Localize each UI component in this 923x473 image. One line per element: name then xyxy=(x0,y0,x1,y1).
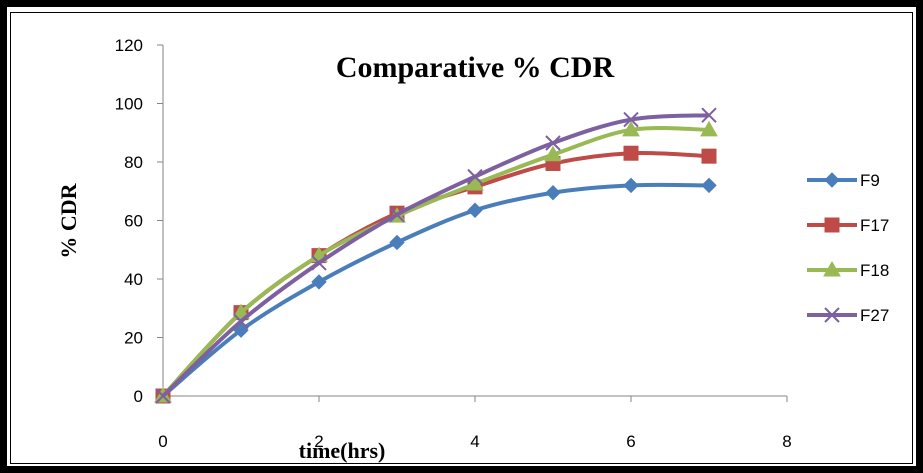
data-point-F27 xyxy=(701,107,717,123)
data-point-F27-shape xyxy=(155,388,171,404)
legend-item-F18: F18 xyxy=(807,260,889,280)
data-point-F27 xyxy=(155,388,171,404)
data-point-F27-shape xyxy=(545,135,561,151)
x-tick-label: 4 xyxy=(470,432,479,451)
x-tick-label: 6 xyxy=(626,432,635,451)
data-point-F9 xyxy=(623,177,639,194)
legend-marker-F27 xyxy=(824,307,840,323)
y-tick-label: 0 xyxy=(134,387,143,406)
data-point-F27-shape xyxy=(623,111,639,128)
y-tick-label: 100 xyxy=(115,95,143,114)
data-point-F9 xyxy=(701,177,717,194)
data-point-F9 xyxy=(389,234,405,251)
series-F18 xyxy=(154,120,718,403)
data-point-F9 xyxy=(311,274,327,290)
data-point-F9 xyxy=(467,202,483,218)
legend-item-F17: F17 xyxy=(807,216,889,235)
data-point-F18-shape xyxy=(232,303,250,320)
series-line-F9 xyxy=(161,182,710,398)
data-point-F18 xyxy=(544,145,562,162)
y-tick-label: 80 xyxy=(124,153,143,172)
legend-marker-F18 xyxy=(823,260,841,277)
data-point-F18-shape xyxy=(622,120,640,137)
x-tick-label: 8 xyxy=(782,432,791,451)
legend-marker-F18-shape xyxy=(823,260,841,277)
x-axis-title: time(hrs) xyxy=(299,438,386,463)
series-line-F17 xyxy=(161,150,710,398)
legend: F9 F17 F18 F27 xyxy=(807,171,889,325)
data-point-F17 xyxy=(623,145,639,161)
data-point-F17 xyxy=(701,148,717,164)
series-F27 xyxy=(155,107,717,404)
data-point-F18 xyxy=(232,303,250,320)
x-tick-label: 0 xyxy=(158,432,167,451)
legend-marker-F27-shape xyxy=(824,307,840,323)
data-point-F27-shape xyxy=(311,255,327,271)
legend-marker-F9 xyxy=(824,172,840,188)
x-tick-label: 2 xyxy=(314,432,323,451)
data-point-F18 xyxy=(622,120,640,137)
data-point-F18-shape xyxy=(700,120,718,137)
data-point-F27 xyxy=(623,111,639,128)
data-point-F27-shape xyxy=(467,168,483,185)
data-point-F27 xyxy=(545,135,561,151)
y-axis-title: % CDR xyxy=(56,182,81,258)
data-point-F27 xyxy=(233,313,249,330)
y-tick-label: 60 xyxy=(124,212,143,231)
legend-label-F27: F27 xyxy=(860,306,889,325)
data-point-F27-shape xyxy=(701,107,717,123)
data-point-F18 xyxy=(700,120,718,137)
data-point-F18-shape xyxy=(466,174,484,191)
legend-marker-F9-shape xyxy=(824,172,840,188)
series-layer xyxy=(154,107,718,404)
data-point-F9-shape xyxy=(545,185,561,201)
legend-marker-F17-shape xyxy=(824,217,840,233)
data-point-F27-shape xyxy=(233,313,249,330)
data-point-F27 xyxy=(311,255,327,271)
chart-title: Comparative % CDR xyxy=(336,51,615,84)
y-tick-label: 40 xyxy=(124,270,143,289)
y-tick-label: 20 xyxy=(124,329,143,348)
data-point-F9-shape xyxy=(467,202,483,218)
legend-item-F27: F27 xyxy=(807,306,889,325)
axes: 0 20 40 60 80 100 120 0 2 4 6 8 xyxy=(115,36,792,451)
data-point-F17-shape xyxy=(701,148,717,164)
legend-label-F17: F17 xyxy=(860,216,889,235)
data-point-F27 xyxy=(467,168,483,185)
series-F9 xyxy=(155,177,717,404)
data-point-F17-shape xyxy=(623,145,639,161)
y-tick-label: 120 xyxy=(115,36,143,55)
data-point-F18-shape xyxy=(544,145,562,162)
data-point-F27 xyxy=(389,206,405,223)
legend-marker-F17 xyxy=(824,217,840,233)
data-point-F9-shape xyxy=(701,177,717,194)
data-point-F27-shape xyxy=(389,206,405,223)
series-line-F18 xyxy=(161,125,710,398)
legend-item-F9: F9 xyxy=(807,171,880,190)
legend-label-F18: F18 xyxy=(860,261,889,280)
data-point-F18 xyxy=(466,174,484,191)
data-point-F9 xyxy=(545,185,561,201)
data-point-F9-shape xyxy=(311,274,327,290)
data-point-F9-shape xyxy=(623,177,639,194)
data-point-F9-shape xyxy=(389,234,405,251)
legend-label-F9: F9 xyxy=(860,171,880,190)
